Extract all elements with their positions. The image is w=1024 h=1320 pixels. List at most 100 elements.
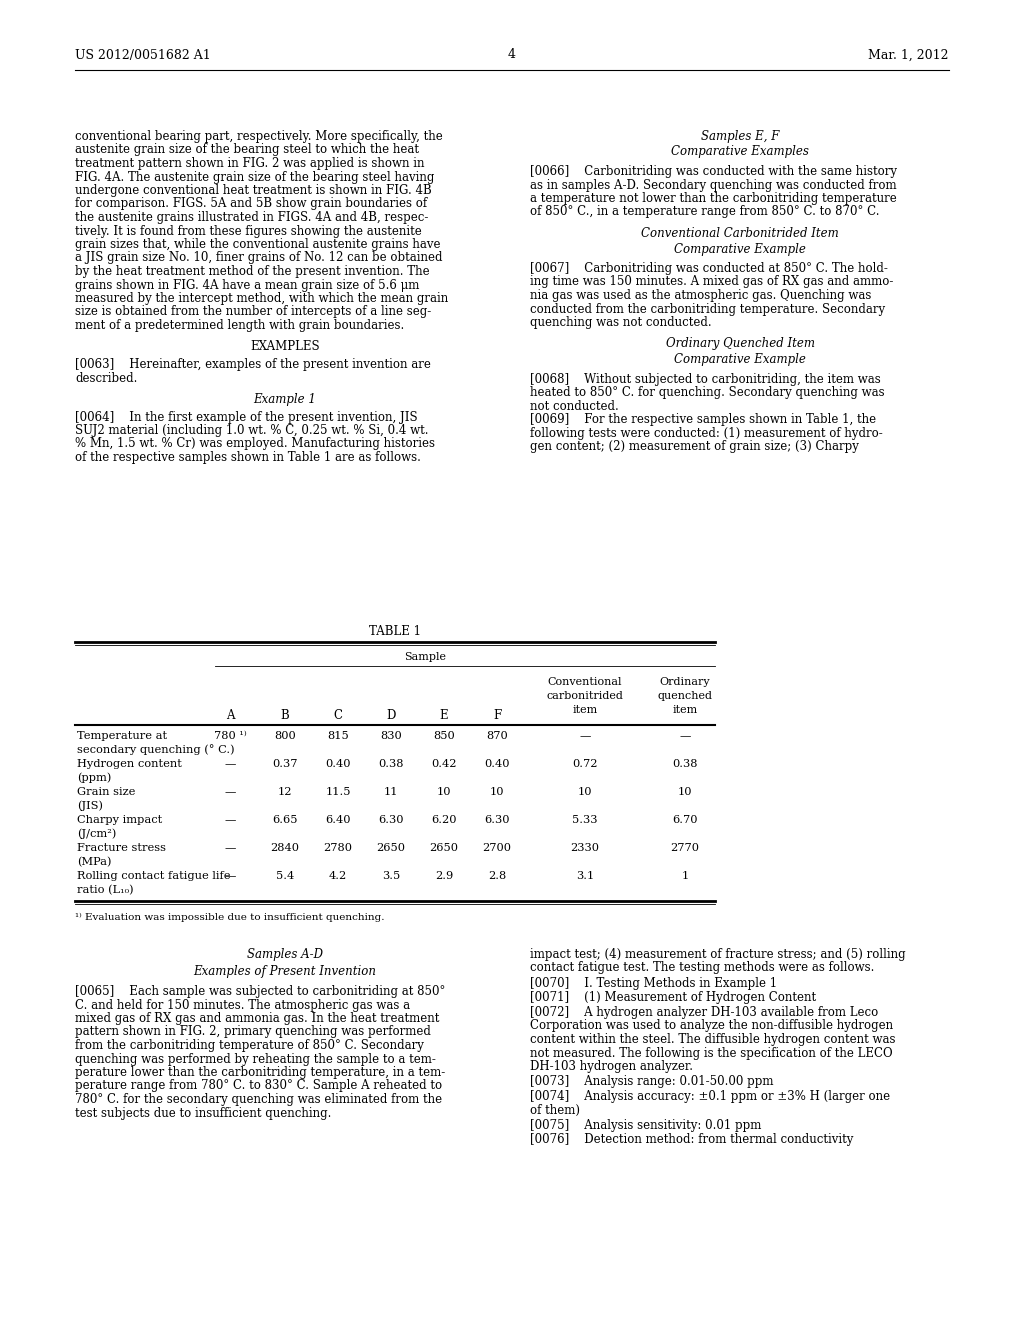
Text: not measured. The following is the specification of the LECO: not measured. The following is the speci… [530,1047,893,1060]
Text: [0069]    For the respective samples shown in Table 1, the: [0069] For the respective samples shown … [530,413,877,426]
Text: Fracture stress: Fracture stress [77,843,166,853]
Text: heated to 850° C. for quenching. Secondary quenching was: heated to 850° C. for quenching. Seconda… [530,385,885,399]
Text: [0071]    (1) Measurement of Hydrogen Content: [0071] (1) Measurement of Hydrogen Conte… [530,991,816,1005]
Text: Ordinary Quenched Item: Ordinary Quenched Item [666,338,814,351]
Text: Samples A-D: Samples A-D [247,948,323,961]
Text: measured by the intercept method, with which the mean grain: measured by the intercept method, with w… [75,292,449,305]
Text: Ordinary: Ordinary [659,677,711,686]
Text: austenite grain size of the bearing steel to which the heat: austenite grain size of the bearing stee… [75,144,419,157]
Text: US 2012/0051682 A1: US 2012/0051682 A1 [75,49,211,62]
Text: 5.33: 5.33 [572,814,598,825]
Text: FIG. 4A. The austenite grain size of the bearing steel having: FIG. 4A. The austenite grain size of the… [75,170,434,183]
Text: 800: 800 [274,731,296,741]
Text: 850: 850 [433,731,455,741]
Text: of the respective samples shown in Table 1 are as follows.: of the respective samples shown in Table… [75,451,421,465]
Text: 2840: 2840 [270,843,299,853]
Text: grains shown in FIG. 4A have a mean grain size of 5.6 μm: grains shown in FIG. 4A have a mean grai… [75,279,420,292]
Text: A: A [225,709,234,722]
Text: 10: 10 [678,787,692,797]
Text: 2700: 2700 [482,843,512,853]
Text: perature lower than the carbonitriding temperature, in a tem-: perature lower than the carbonitriding t… [75,1067,445,1078]
Text: described.: described. [75,371,137,384]
Text: grain sizes that, while the conventional austenite grains have: grain sizes that, while the conventional… [75,238,440,251]
Text: (ppm): (ppm) [77,772,112,783]
Text: 815: 815 [327,731,349,741]
Text: —: — [224,871,236,880]
Text: from the carbonitriding temperature of 850° C. Secondary: from the carbonitriding temperature of 8… [75,1039,424,1052]
Text: quenched: quenched [657,690,713,701]
Text: 10: 10 [578,787,592,797]
Text: 11: 11 [384,787,398,797]
Text: following tests were conducted: (1) measurement of hydro-: following tests were conducted: (1) meas… [530,426,883,440]
Text: SUJ2 material (including 1.0 wt. % C, 0.25 wt. % Si, 0.4 wt.: SUJ2 material (including 1.0 wt. % C, 0.… [75,424,428,437]
Text: Grain size: Grain size [77,787,135,797]
Text: 4.2: 4.2 [329,871,347,880]
Text: 2650: 2650 [429,843,459,853]
Text: 6.20: 6.20 [431,814,457,825]
Text: 5.4: 5.4 [275,871,294,880]
Text: 0.40: 0.40 [484,759,510,770]
Text: [0074]    Analysis accuracy: ±0.1 ppm or ±3% H (larger one: [0074] Analysis accuracy: ±0.1 ppm or ±3… [530,1090,890,1104]
Text: 10: 10 [489,787,504,797]
Text: 6.40: 6.40 [326,814,351,825]
Text: 0.38: 0.38 [378,759,403,770]
Text: (JIS): (JIS) [77,800,103,810]
Text: —: — [679,731,690,741]
Text: 11.5: 11.5 [326,787,351,797]
Text: 2.9: 2.9 [435,871,454,880]
Text: ratio (L₁₀): ratio (L₁₀) [77,884,133,895]
Text: not conducted.: not conducted. [530,400,618,412]
Text: [0070]    I. Testing Methods in Example 1: [0070] I. Testing Methods in Example 1 [530,977,777,990]
Text: E: E [439,709,449,722]
Text: [0068]    Without subjected to carbonitriding, the item was: [0068] Without subjected to carbonitridi… [530,372,881,385]
Text: F: F [493,709,501,722]
Text: impact test; (4) measurement of fracture stress; and (5) rolling: impact test; (4) measurement of fracture… [530,948,905,961]
Text: nia gas was used as the atmospheric gas. Quenching was: nia gas was used as the atmospheric gas.… [530,289,871,302]
Text: 10: 10 [437,787,452,797]
Text: [0066]    Carbonitriding was conducted with the same history: [0066] Carbonitriding was conducted with… [530,165,897,178]
Text: by the heat treatment method of the present invention. The: by the heat treatment method of the pres… [75,265,430,279]
Text: % Mn, 1.5 wt. % Cr) was employed. Manufacturing histories: % Mn, 1.5 wt. % Cr) was employed. Manufa… [75,437,435,450]
Text: 0.72: 0.72 [572,759,598,770]
Text: gen content; (2) measurement of grain size; (3) Charpy: gen content; (2) measurement of grain si… [530,440,859,453]
Text: —: — [580,731,591,741]
Text: —: — [224,843,236,853]
Text: a JIS grain size No. 10, finer grains of No. 12 can be obtained: a JIS grain size No. 10, finer grains of… [75,252,442,264]
Text: 6.30: 6.30 [378,814,403,825]
Text: for comparison. FIGS. 5A and 5B show grain boundaries of: for comparison. FIGS. 5A and 5B show gra… [75,198,427,210]
Text: 870: 870 [486,731,508,741]
Text: the austenite grains illustrated in FIGS. 4A and 4B, respec-: the austenite grains illustrated in FIGS… [75,211,428,224]
Text: (MPa): (MPa) [77,857,112,867]
Text: 2330: 2330 [570,843,599,853]
Text: conventional bearing part, respectively. More specifically, the: conventional bearing part, respectively.… [75,129,442,143]
Text: treatment pattern shown in FIG. 2 was applied is shown in: treatment pattern shown in FIG. 2 was ap… [75,157,425,170]
Text: 6.65: 6.65 [272,814,298,825]
Text: C: C [334,709,342,722]
Text: Conventional: Conventional [548,677,623,686]
Text: 2780: 2780 [324,843,352,853]
Text: item: item [572,705,598,715]
Text: [0064]    In the first example of the present invention, JIS: [0064] In the first example of the prese… [75,411,418,424]
Text: 12: 12 [278,787,292,797]
Text: 2.8: 2.8 [487,871,506,880]
Text: 0.38: 0.38 [672,759,697,770]
Text: a temperature not lower than the carbonitriding temperature: a temperature not lower than the carboni… [530,191,897,205]
Text: quenching was not conducted.: quenching was not conducted. [530,315,712,329]
Text: 6.30: 6.30 [484,814,510,825]
Text: tively. It is found from these figures showing the austenite: tively. It is found from these figures s… [75,224,422,238]
Text: (J/cm²): (J/cm²) [77,829,117,840]
Text: 780° C. for the secondary quenching was eliminated from the: 780° C. for the secondary quenching was … [75,1093,442,1106]
Text: —: — [224,787,236,797]
Text: [0076]    Detection method: from thermal conductivity: [0076] Detection method: from thermal co… [530,1134,853,1147]
Text: 2770: 2770 [671,843,699,853]
Text: content within the steel. The diffusible hydrogen content was: content within the steel. The diffusible… [530,1034,896,1045]
Text: perature range from 780° C. to 830° C. Sample A reheated to: perature range from 780° C. to 830° C. S… [75,1080,442,1093]
Text: 0.40: 0.40 [326,759,351,770]
Text: pattern shown in FIG. 2, primary quenching was performed: pattern shown in FIG. 2, primary quenchi… [75,1026,431,1039]
Text: Corporation was used to analyze the non-diffusible hydrogen: Corporation was used to analyze the non-… [530,1019,893,1032]
Text: 0.42: 0.42 [431,759,457,770]
Text: Samples E, F: Samples E, F [700,129,779,143]
Text: 780 ¹⁾: 780 ¹⁾ [214,731,247,741]
Text: [0067]    Carbonitriding was conducted at 850° C. The hold-: [0067] Carbonitriding was conducted at 8… [530,261,888,275]
Text: Mar. 1, 2012: Mar. 1, 2012 [868,49,949,62]
